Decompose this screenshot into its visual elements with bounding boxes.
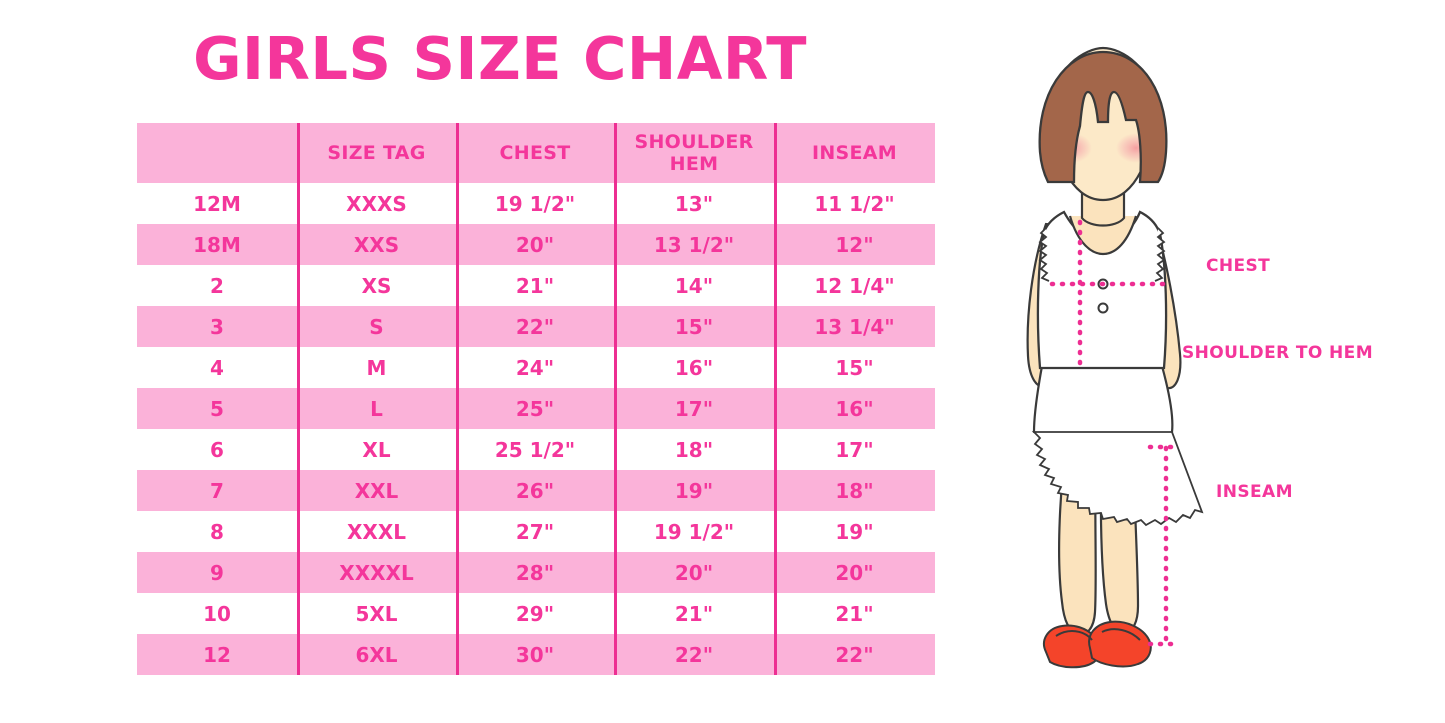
column-header-size-tag: SIZE TAG	[297, 123, 456, 183]
cell-size-tag: S	[297, 306, 456, 347]
cell-inseam: 12"	[774, 224, 935, 265]
cell-size-tag: 6XL	[297, 634, 456, 675]
cell-size-tag: 5XL	[297, 593, 456, 634]
cell-size-tag: M	[297, 347, 456, 388]
cell-shoulder-hem: 21"	[614, 593, 774, 634]
column-header-chest: CHEST	[456, 123, 614, 183]
cell-size: 7	[137, 470, 297, 511]
table-row: 9 XXXXL 28" 20" 20"	[137, 552, 935, 593]
cell-size: 9	[137, 552, 297, 593]
cell-inseam: 15"	[774, 347, 935, 388]
cell-shoulder-hem: 22"	[614, 634, 774, 675]
table-row: 3 S 22" 15" 13 1/4"	[137, 306, 935, 347]
table-row: 7 XXL 26" 19" 18"	[137, 470, 935, 511]
cell-size: 5	[137, 388, 297, 429]
cell-chest: 20"	[456, 224, 614, 265]
cell-chest: 27"	[456, 511, 614, 552]
cell-chest: 25 1/2"	[456, 429, 614, 470]
table-row: 4 M 24" 16" 15"	[137, 347, 935, 388]
cell-size: 6	[137, 429, 297, 470]
measurement-label-inseam: INSEAM	[1216, 482, 1293, 502]
cell-size-tag: XXS	[297, 224, 456, 265]
cell-shoulder-hem: 18"	[614, 429, 774, 470]
cell-size-tag: XXXS	[297, 183, 456, 224]
cell-chest: 19 1/2"	[456, 183, 614, 224]
cell-inseam: 21"	[774, 593, 935, 634]
cell-size-tag: XXXL	[297, 511, 456, 552]
table-row: 6 XL 25 1/2" 18" 17"	[137, 429, 935, 470]
cell-size: 3	[137, 306, 297, 347]
cell-inseam: 13 1/4"	[774, 306, 935, 347]
cell-shoulder-hem: 14"	[614, 265, 774, 306]
cell-size-tag: XS	[297, 265, 456, 306]
table-row: 18M XXS 20" 13 1/2" 12"	[137, 224, 935, 265]
table-row: 5 L 25" 17" 16"	[137, 388, 935, 429]
cell-inseam: 11 1/2"	[774, 183, 935, 224]
cell-inseam: 17"	[774, 429, 935, 470]
cell-shoulder-hem: 15"	[614, 306, 774, 347]
cell-shoulder-hem: 13"	[614, 183, 774, 224]
column-header-inseam: INSEAM	[774, 123, 935, 183]
cell-size: 4	[137, 347, 297, 388]
table-row: 8 XXXL 27" 19 1/2" 19"	[137, 511, 935, 552]
cell-chest: 30"	[456, 634, 614, 675]
cell-inseam: 20"	[774, 552, 935, 593]
measurement-label-shoulder-to-hem: SHOULDER TO HEM	[1182, 343, 1374, 363]
cell-inseam: 16"	[774, 388, 935, 429]
cell-size-tag: XL	[297, 429, 456, 470]
shoes-group	[1043, 620, 1152, 669]
cell-shoulder-hem: 19"	[614, 470, 774, 511]
girl-illustration	[990, 36, 1250, 676]
button-lower	[1097, 302, 1109, 314]
cell-shoulder-hem: 19 1/2"	[614, 511, 774, 552]
measurement-guides	[1049, 219, 1177, 647]
cell-chest: 28"	[456, 552, 614, 593]
cell-shoulder-hem: 20"	[614, 552, 774, 593]
cell-chest: 29"	[456, 593, 614, 634]
table-body: 12M XXXS 19 1/2" 13" 11 1/2" 18M XXS 20" 13 1/2"…	[137, 183, 935, 675]
cell-shoulder-hem: 16"	[614, 347, 774, 388]
table-row: 12M XXXS 19 1/2" 13" 11 1/2"	[137, 183, 935, 224]
cell-shoulder-hem: 13 1/2"	[614, 224, 774, 265]
cell-chest: 22"	[456, 306, 614, 347]
cell-inseam: 19"	[774, 511, 935, 552]
column-header-shoulder-hem: SHOULDER HEM	[614, 123, 774, 183]
table-row: 10 5XL 29" 21" 21"	[137, 593, 935, 634]
table-header-row: SIZE TAG CHEST SHOULDER HEM INSEAM	[137, 123, 935, 183]
table-row: 12 6XL 30" 22" 22"	[137, 634, 935, 675]
cell-size: 8	[137, 511, 297, 552]
page-title: GIRLS SIZE CHART	[193, 24, 807, 93]
cell-size-tag: L	[297, 388, 456, 429]
cell-size: 18M	[137, 224, 297, 265]
size-chart-table: SIZE TAG CHEST SHOULDER HEM INSEAM 12M XX…	[137, 123, 935, 675]
cell-size-tag: XXL	[297, 470, 456, 511]
cell-size-tag: XXXXL	[297, 552, 456, 593]
cell-inseam: 18"	[774, 470, 935, 511]
top-garment-group	[1036, 210, 1168, 370]
cell-inseam: 12 1/4"	[774, 265, 935, 306]
cell-size: 12	[137, 634, 297, 675]
cell-size: 2	[137, 265, 297, 306]
measurement-label-chest: CHEST	[1206, 256, 1271, 276]
cell-chest: 25"	[456, 388, 614, 429]
cell-size: 10	[137, 593, 297, 634]
column-header-size	[137, 123, 297, 183]
cell-inseam: 22"	[774, 634, 935, 675]
cell-size: 12M	[137, 183, 297, 224]
cell-chest: 24"	[456, 347, 614, 388]
cell-shoulder-hem: 17"	[614, 388, 774, 429]
cell-chest: 21"	[456, 265, 614, 306]
table-row: 2 XS 21" 14" 12 1/4"	[137, 265, 935, 306]
cell-chest: 26"	[456, 470, 614, 511]
skirt-group	[1031, 364, 1204, 527]
hair-group	[1038, 50, 1168, 184]
